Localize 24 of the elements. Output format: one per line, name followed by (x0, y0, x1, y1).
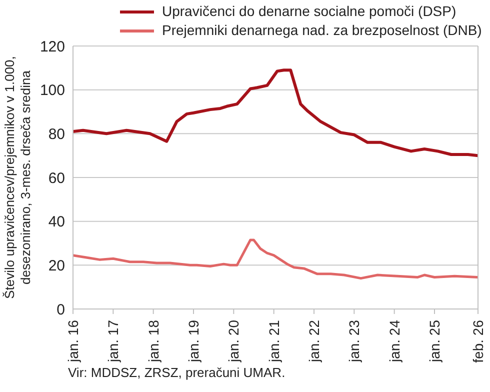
text: Vir: MDDSZ, ZRSZ, preračuni UMAR. (68, 365, 286, 380)
x-tick-label: jan. 17 (105, 320, 122, 364)
legend-label: Prejemniki denarnega nad. za brezposelnost (DNB) (162, 21, 482, 40)
x-tick-label: jan. 19 (185, 320, 202, 364)
line-series (73, 68, 478, 158)
x-tick-label: jan. 24 (386, 320, 402, 364)
x-tick-label: jan. 21 (266, 320, 282, 364)
x-tick-label: jan. 18 (145, 320, 162, 364)
y-tick-label: 0 (56, 301, 65, 318)
x-tick-label: jan. 22 (306, 320, 322, 364)
x-tick-label: jan. 25 (426, 320, 442, 364)
y-tick-label: 60 (48, 170, 65, 187)
x-tick-label: feb. 26 (470, 320, 486, 363)
legend-label: Upravičenci do denarne socialne pomoči (DSP) (162, 2, 456, 21)
y-tick-label: 120 (40, 38, 65, 56)
y-tick-label: 100 (40, 82, 65, 100)
y-tick-label: 80 (48, 126, 65, 143)
y-tick-label: 20 (48, 257, 65, 274)
y-tick-label: 40 (48, 214, 65, 231)
y-axis-title: Število upravičencev/prejemnikov v 1.000, desezonirano, 3-mes. drseča sredina (2, 56, 33, 299)
x-tick-label: jan. 23 (346, 320, 362, 364)
line-series (73, 238, 478, 280)
x-tick-label: jan. 16 (65, 320, 81, 364)
x-tick-label: jan. 20 (226, 320, 242, 364)
